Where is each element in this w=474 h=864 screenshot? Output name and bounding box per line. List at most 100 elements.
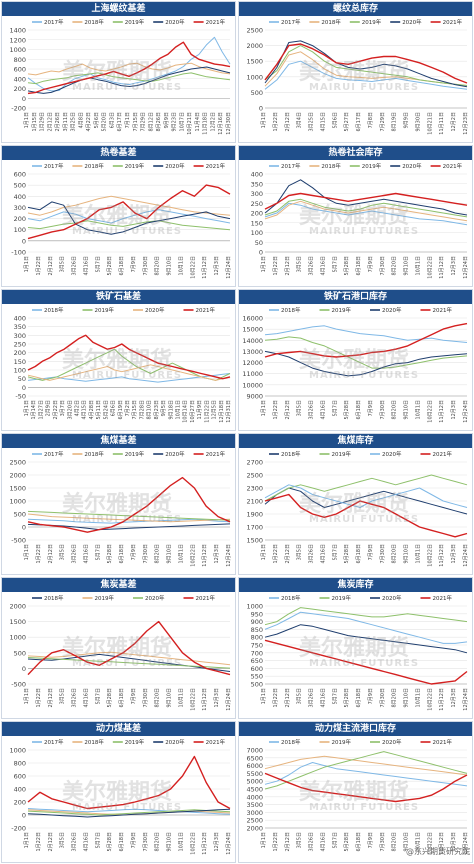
line-chart: 9000 10000 11000 12000 13000 14000 15000 16000 1… <box>242 306 469 423</box>
x-tick-label: 8月26日 <box>156 112 162 132</box>
x-tick-label: 1月22日 <box>36 256 42 276</box>
x-tick-label: 10月1日 <box>178 688 184 708</box>
chart-title: 铁矿石基差 <box>2 290 235 304</box>
x-tick-label: 1月1日 <box>24 688 30 704</box>
x-tick-label: 9月10日 <box>167 544 173 564</box>
y-tick-label: 1000 <box>246 73 263 81</box>
x-tick-label: 2月12日 <box>48 832 54 852</box>
series-line <box>264 639 468 685</box>
x-tick-label: 11月11日 <box>439 112 445 135</box>
x-tick-label: 9月10日 <box>167 256 173 276</box>
y-tick-label: 150 <box>14 358 26 366</box>
legend-label: 2021年 <box>206 162 226 170</box>
x-tick-label: 9月9日 <box>404 112 410 128</box>
x-tick-label: 10月22日 <box>427 544 433 567</box>
y-tick-label: 1000 <box>9 498 26 506</box>
series-line <box>27 620 231 676</box>
x-tick-label: 8月20日 <box>392 832 398 852</box>
x-tick-label: 1月22日 <box>273 256 279 276</box>
y-tick-label: 850 <box>251 626 263 634</box>
series-line <box>264 474 468 502</box>
x-tick-label: 7月9日 <box>368 688 374 704</box>
x-tick-label: 3月25日 <box>309 112 315 132</box>
y-tick-label: 4000 <box>246 793 263 801</box>
x-tick-label: 1月22日 <box>273 544 279 564</box>
x-tick-label: 5月7日 <box>332 256 338 272</box>
series-line <box>27 41 231 95</box>
x-tick-label: 1月22日 <box>36 688 42 708</box>
x-tick-label: 1月22日 <box>273 112 279 132</box>
x-tick-label: 11月12日 <box>202 544 208 567</box>
y-tick-label: 1500 <box>9 618 26 626</box>
x-tick-label: 12月18日 <box>219 400 225 423</box>
y-tick-label: 600 <box>14 773 26 781</box>
y-tick-label: 0 <box>259 105 263 113</box>
x-tick-label: 5月28日 <box>344 832 350 852</box>
chart-title: 螺纹总库存 <box>239 2 472 16</box>
y-tick-label: 650 <box>251 657 263 665</box>
x-tick-label: 4月16日 <box>83 544 89 564</box>
chart-panel: 焦煤库存 1500 1700 1900 2100 2300 2500 2700 1月1日 1月22… <box>238 433 473 575</box>
legend-label: 2017年 <box>44 738 64 746</box>
x-tick-label: 1月1日 <box>261 112 267 128</box>
y-tick-label: 3000 <box>246 809 263 817</box>
legend-label: 2019年 <box>125 738 145 746</box>
y-tick-label: 400 <box>14 315 26 323</box>
chart-panel: 铁矿石港口库存 9000 10000 11000 12000 13000 14000 1500… <box>238 289 473 431</box>
x-tick-label: 11月12日 <box>202 256 208 279</box>
legend-label: 2021年 <box>443 162 463 170</box>
series-line <box>27 364 231 381</box>
chart-panel: 动力煤基差 -200 0 200 400 600 800 1000 1月1日 1月22日 2月12日… <box>1 721 236 863</box>
series-line <box>27 72 231 85</box>
x-tick-label: 7月9日 <box>131 544 137 560</box>
x-tick-label: 2月12日 <box>285 400 291 420</box>
legend-label: 2020年 <box>402 162 422 170</box>
x-tick-label: 1月1日 <box>24 544 30 560</box>
series-line <box>27 755 231 810</box>
x-tick-label: 7月9日 <box>131 832 137 848</box>
x-tick-label: 10月1日 <box>178 832 184 852</box>
x-tick-label: 3月5日 <box>297 400 303 416</box>
x-tick-label: 6月19日 <box>118 400 124 420</box>
x-tick-label: 4月16日 <box>83 688 89 708</box>
series-line <box>27 651 231 666</box>
x-tick-label: 2月12日 <box>285 256 291 276</box>
legend-label: 2020年 <box>165 738 185 746</box>
x-tick-label: 1月29日 <box>40 112 46 132</box>
x-tick-label: 12月3日 <box>214 832 220 852</box>
legend-label: 2017年 <box>281 18 301 26</box>
y-tick-label: 400 <box>14 786 26 794</box>
x-tick-label: 6月18日 <box>356 688 362 708</box>
x-tick-label: 3月5日 <box>297 832 303 848</box>
x-tick-label: 10月14日 <box>183 400 189 423</box>
x-tick-label: 12月3日 <box>451 832 457 852</box>
line-chart: 2000250030003500400045005000550060006500… <box>246 738 469 855</box>
x-tick-label: 6月18日 <box>356 400 362 420</box>
x-tick-label: 9月30日 <box>415 112 421 132</box>
x-tick-label: 1月1日 <box>24 112 30 128</box>
x-tick-label: 12月23日 <box>463 112 469 135</box>
legend-label: 2018年 <box>44 306 64 314</box>
x-tick-label: 1月22日 <box>273 400 279 420</box>
x-tick-label: 3月11日 <box>63 112 69 132</box>
x-tick-label: 4月16日 <box>320 832 326 852</box>
y-tick-label: 1000 <box>9 46 26 54</box>
x-tick-label: 12月24日 <box>226 688 232 711</box>
series-line <box>27 513 231 523</box>
x-tick-label: 11月12日 <box>439 688 445 711</box>
x-tick-label: 5月28日 <box>344 400 350 420</box>
legend-label: 2021年 <box>443 18 463 26</box>
series-line <box>27 476 231 533</box>
legend-label: 2018年 <box>281 594 301 602</box>
x-tick-label: 9月10日 <box>404 688 410 708</box>
y-tick-label: 600 <box>14 171 26 179</box>
line-chart: -100 0 100 200 300 400 500 600 1月1日 1月22日 2月12日 3月5… <box>11 162 232 279</box>
x-tick-label: 5月28日 <box>107 832 113 852</box>
x-tick-label: 4月16日 <box>320 400 326 420</box>
x-tick-label: 8月10日 <box>147 400 153 420</box>
x-tick-label: 10月22日 <box>190 688 196 711</box>
y-tick-label: 1200 <box>9 36 26 44</box>
x-tick-label: 9月10日 <box>404 544 410 564</box>
series-line <box>264 762 468 787</box>
